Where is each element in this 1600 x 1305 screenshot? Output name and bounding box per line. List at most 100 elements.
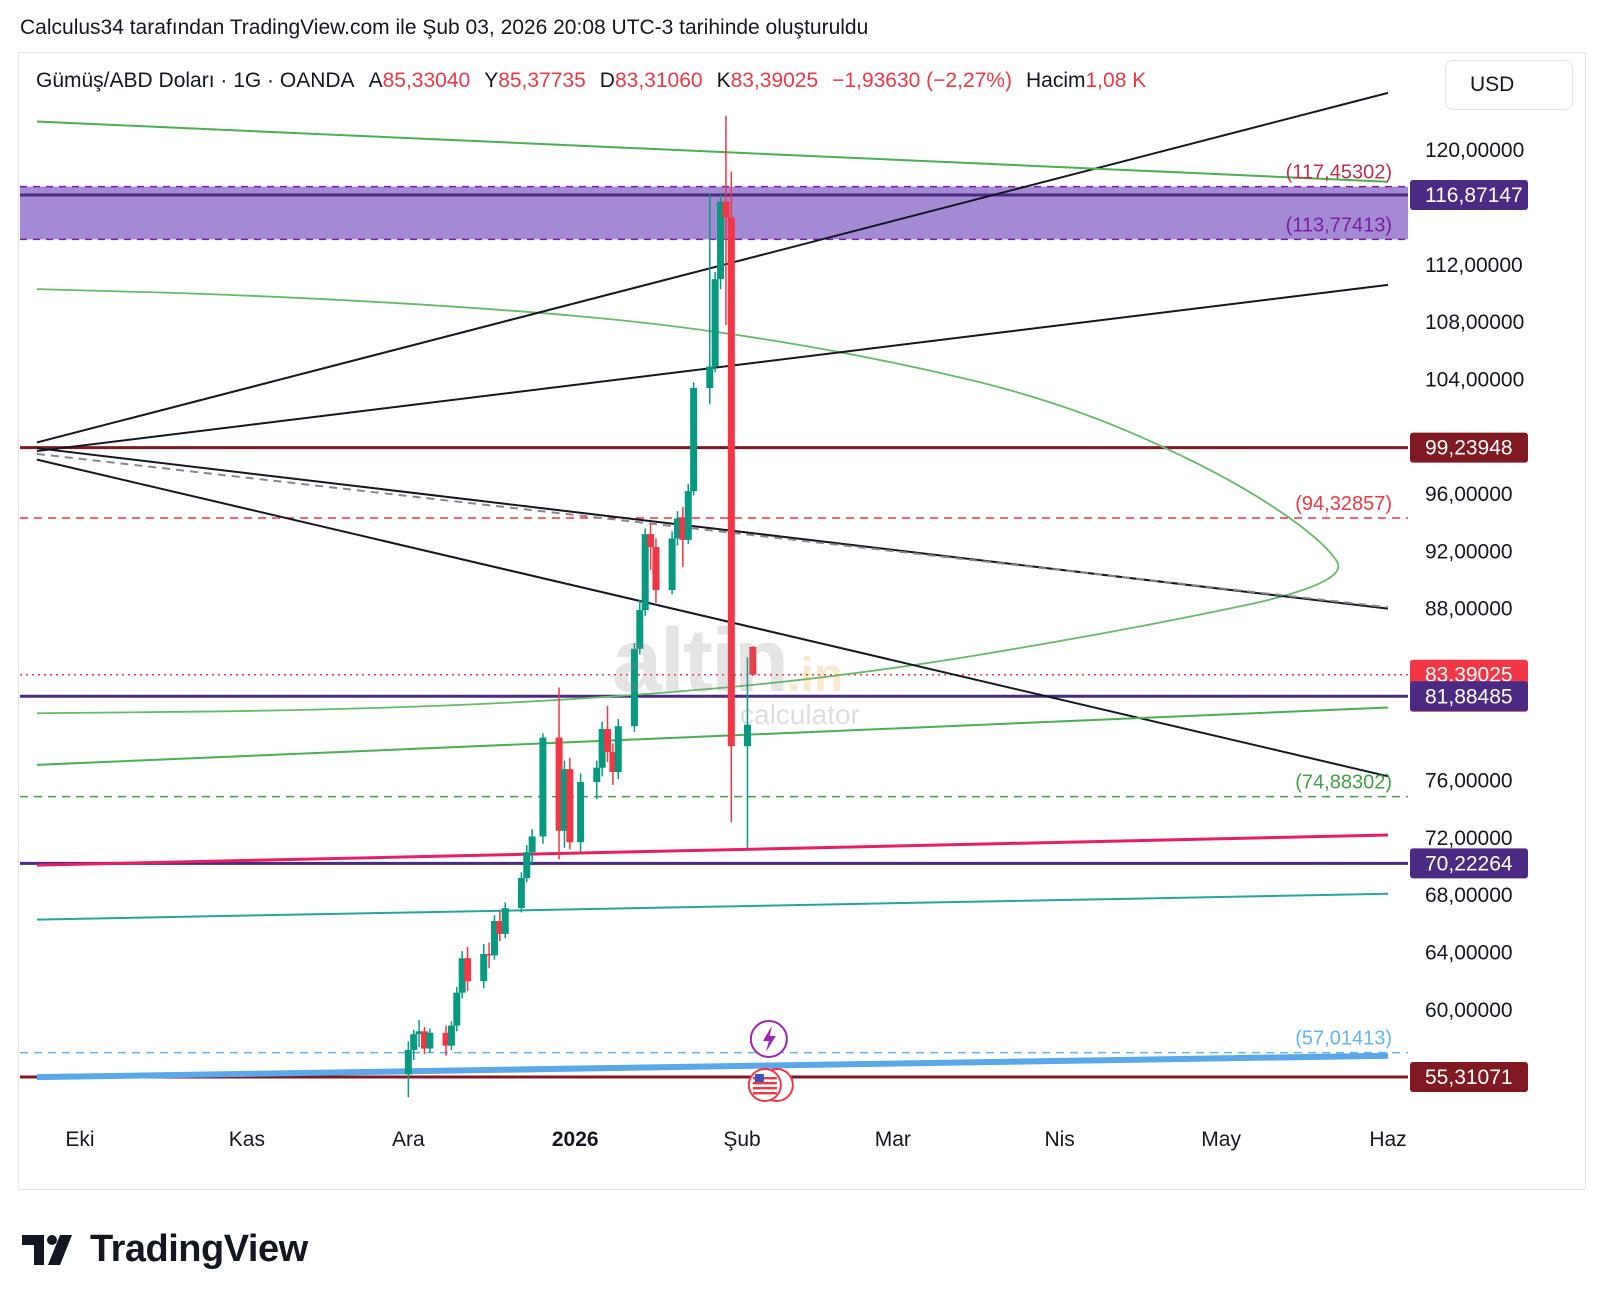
candle-body-35[interactable] [679,518,687,540]
x-tick-1: Kas [229,1128,265,1151]
candle-body-3[interactable] [420,1031,428,1049]
price-label-3: 81,88485 [1425,685,1513,708]
curve-layer [36,288,1340,715]
horizontal-levels-layer [20,446,1408,1079]
level-annotations-layer: (117,45302) (113,77413) (94,32857) (74,8830… [1286,162,1392,1050]
x-tick-4: Şub [723,1128,760,1151]
trend-line-8 [36,833,1389,867]
x-tick-3: 2026 [552,1128,599,1151]
y-tick-2: 108,00000 [1425,311,1524,334]
candle-body-44[interactable] [749,646,757,675]
legend-symbol: Gümüş/ABD Doları · 1G · OANDA [36,69,355,92]
price-label-bg-0 [1410,180,1528,211]
tradingview-logo-text: TradingView [90,1228,308,1270]
level-annotation-4: (57,01413) [1295,1028,1392,1050]
candle-body-22[interactable] [577,782,585,843]
candle-body-39[interactable] [711,279,719,367]
candle-body-40[interactable] [717,201,725,280]
x-tick-5: Mar [875,1128,911,1151]
candle-body-12[interactable] [490,921,498,956]
legend-volume-label: Hacim [1025,69,1086,92]
trend-line-7 [36,892,1389,921]
candle-body-30[interactable] [641,534,649,611]
us-flag-stripe-3 [752,1092,777,1095]
y-tick-10: 64,00000 [1425,942,1513,965]
x-tick-8: Haz [1369,1128,1406,1151]
trend-line-9 [36,1052,1389,1081]
y-tick-6: 88,00000 [1425,598,1513,621]
candle-body-14[interactable] [501,908,509,934]
candle-body-42[interactable] [727,217,735,747]
trend-line-6 [36,706,1389,766]
candle-body-10[interactable] [480,953,488,982]
level-annotation-3: (74,88302) [1295,772,1392,794]
y-tick-4: 96,00000 [1425,483,1513,506]
us-flag-stripe-1 [752,1082,777,1085]
us-flag-stripe-2 [752,1087,777,1090]
candle-body-23[interactable] [593,767,601,783]
candle-body-32[interactable] [652,547,660,591]
candle-body-16[interactable] [523,852,531,879]
candle-body-15[interactable] [517,878,525,909]
candle-body-25[interactable] [604,729,612,752]
time-axis-layer: Eki Kas Ara 2026 Şub Mar Nis May Haz [65,1128,1406,1151]
candle-body-2[interactable] [415,1031,423,1035]
candle-body-28[interactable] [630,648,638,727]
candle-body-0[interactable] [404,1049,412,1075]
legend-low-value: 83,31060 [614,69,703,92]
candle-body-5[interactable] [442,1032,450,1046]
tradingview-logo-icon [22,1234,72,1265]
trend-lines-layer [36,91,1389,1081]
currency-button[interactable]: USD [1445,60,1573,110]
candle-body-27[interactable] [614,726,622,772]
supply-zone-layer [20,185,1408,241]
candle-body-37[interactable] [690,388,698,492]
candle-body-6[interactable] [447,1025,455,1046]
price-label-0: 116,87147 [1425,184,1523,207]
price-label-2: 83,39025 [1425,664,1513,687]
price-label-bg-1 [1410,432,1528,463]
candle-body-13[interactable] [496,921,504,934]
candle-body-26[interactable] [609,751,617,772]
candle-body-41[interactable] [722,201,730,218]
event-markers-layer [747,1020,794,1102]
y-tick-9: 68,00000 [1425,884,1513,907]
candle-body-20[interactable] [560,769,568,831]
candle-body-19[interactable] [555,737,563,831]
candle-body-24[interactable] [598,729,606,768]
trend-line-3 [36,452,1389,609]
candle-body-29[interactable] [636,610,644,649]
us-flag-stripe-0 [752,1077,777,1080]
candle-body-9[interactable] [464,958,472,982]
candle-body-1[interactable] [410,1034,418,1050]
candle-body-7[interactable] [453,992,461,1026]
level-annotation-1: (113,77413) [1286,214,1392,236]
candle-body-11[interactable] [485,953,493,956]
candle-body-33[interactable] [668,538,676,591]
candle-body-36[interactable] [684,491,692,540]
tradingview-logo[interactable]: TradingView [22,1228,308,1271]
candle-body-18[interactable] [539,737,547,837]
candle-body-8[interactable] [458,958,466,993]
price-label-bg-5 [1410,1062,1528,1093]
us-flag-event-icon[interactable] [747,1068,782,1102]
candle-body-21[interactable] [566,769,574,843]
candle-body-43[interactable] [743,724,751,747]
trend-line-2 [36,447,1389,610]
candle-body-4[interactable] [426,1032,434,1049]
y-tick-0: 120,00000 [1425,139,1524,162]
candle-body-38[interactable] [706,366,714,389]
candles-layer [404,115,757,1098]
candle-body-17[interactable] [528,836,536,853]
candle-body-31[interactable] [647,534,655,548]
y-tick-1: 112,00000 [1425,254,1523,277]
price-label-bg-3 [1410,681,1528,712]
y-tick-3: 104,00000 [1425,368,1524,391]
x-tick-2: Ara [392,1128,425,1151]
chart-credit: Calculus34 tarafından TradingView.com il… [20,16,869,39]
chart-frame[interactable] [18,52,1586,1190]
legend-change-value: −1,93630 (−2,27%) [832,69,1012,92]
candle-body-34[interactable] [673,518,681,539]
x-tick-6: Nis [1044,1128,1074,1151]
